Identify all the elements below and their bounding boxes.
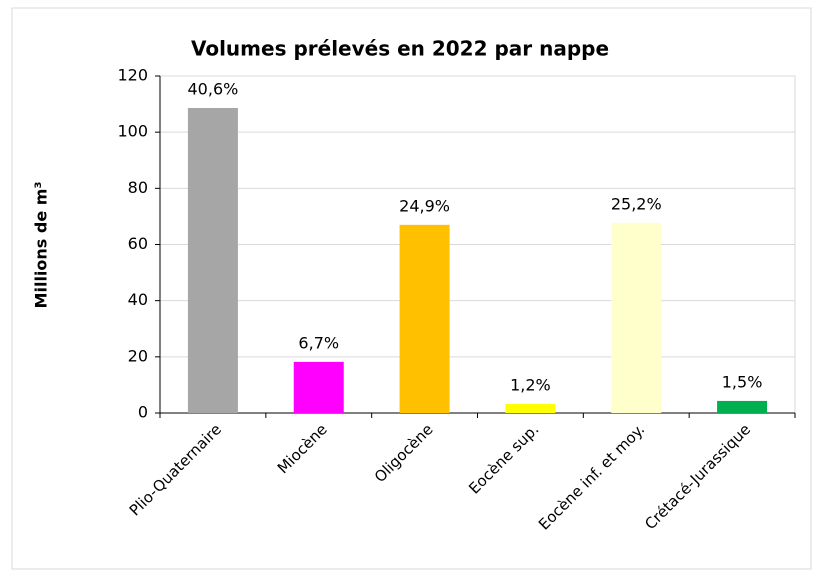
- bar: [717, 400, 768, 413]
- bar: [399, 224, 450, 413]
- data-label: 1,2%: [510, 376, 551, 395]
- data-label: 6,7%: [298, 333, 339, 352]
- y-tick-label: 0: [138, 403, 148, 422]
- data-label: 24,9%: [399, 196, 450, 215]
- data-label: 1,5%: [722, 372, 763, 391]
- data-label: 40,6%: [188, 80, 239, 99]
- y-tick-label: 20: [128, 346, 148, 365]
- bar: [611, 222, 662, 413]
- y-tick-label: 80: [128, 178, 148, 197]
- data-label: 25,2%: [611, 194, 662, 213]
- bar: [187, 108, 238, 413]
- y-tick-label: 100: [117, 122, 148, 141]
- y-tick-label: 60: [128, 234, 148, 253]
- y-tick-label: 40: [128, 290, 148, 309]
- bar: [505, 404, 556, 413]
- y-tick-label: 120: [117, 66, 148, 85]
- y-axis-label: Millions de m³: [32, 182, 51, 309]
- chart-title: Volumes prélevés en 2022 par nappe: [191, 37, 609, 61]
- bar: [293, 361, 344, 413]
